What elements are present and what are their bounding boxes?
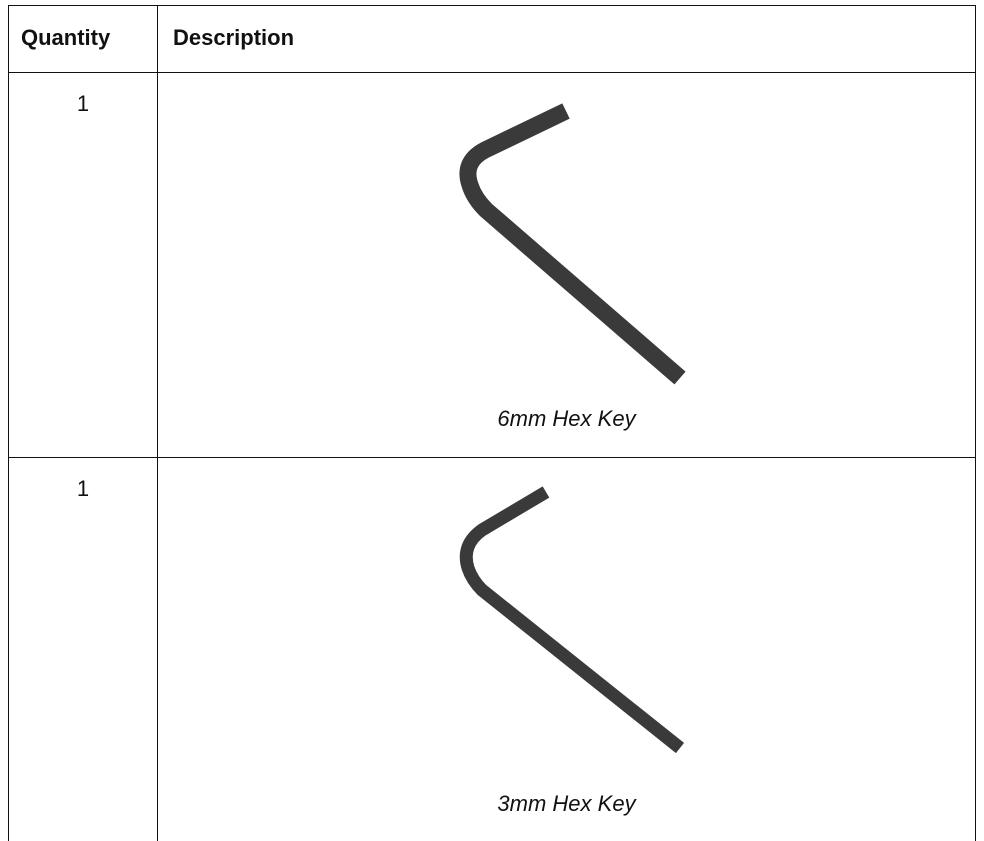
caption: 6mm Hex Key [497,406,636,431]
hex-key-image [459,103,686,385]
border [8,457,976,458]
border [8,5,9,841]
hex-key-image [459,486,685,754]
border [975,5,976,841]
border [8,5,976,6]
caption: 3mm Hex Key [497,791,636,816]
header-cell: Description [173,25,295,50]
header-cell: Quantity [21,25,111,50]
border [157,5,158,841]
border [8,72,976,73]
quantity: 1 [76,476,90,501]
quantity: 1 [76,91,90,116]
